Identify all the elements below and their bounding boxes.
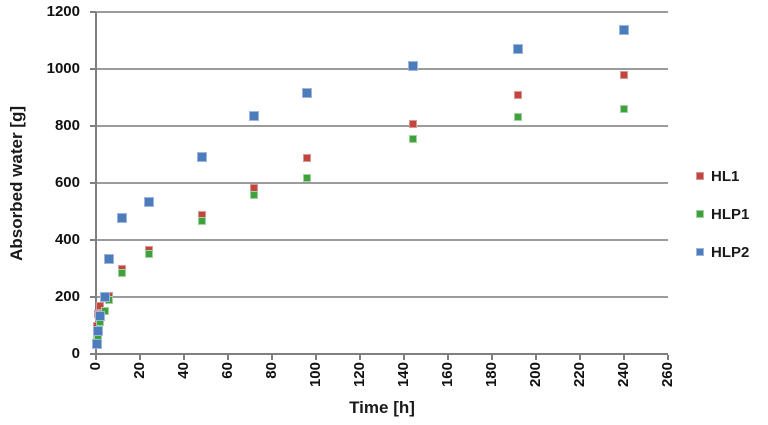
- data-point-hlp1: [250, 191, 259, 200]
- x-axis-title: Time [h]: [349, 398, 415, 417]
- data-point-hlp2: [99, 292, 110, 302]
- x-tick-mark: [271, 355, 273, 360]
- data-point-hlp2: [104, 253, 115, 264]
- x-tick-mark: [491, 355, 493, 360]
- y-tick-label: 600: [54, 174, 80, 191]
- x-tick-label: 140: [395, 362, 412, 388]
- y-tick-label: 1200: [46, 3, 80, 20]
- legend: HL1 HLP1 HLP2: [696, 168, 749, 282]
- y-tick-mark: [90, 68, 96, 70]
- data-point-hlp1: [144, 250, 153, 259]
- x-tick-label: 160: [439, 362, 456, 388]
- x-tick-mark: [579, 355, 581, 360]
- x-tick-mark: [139, 355, 141, 360]
- data-point-hlp2: [407, 60, 418, 71]
- y-tick-mark: [90, 353, 96, 355]
- x-tick-label: 20: [131, 362, 148, 379]
- x-tick-mark: [315, 355, 317, 360]
- data-point-hlp2: [302, 88, 313, 99]
- y-tick-label: 0: [71, 345, 80, 362]
- x-tick-label: 240: [615, 362, 632, 388]
- legend-marker-hlp2-icon: [696, 248, 704, 256]
- data-point-hl1: [514, 90, 523, 99]
- x-tick-label: 180: [483, 362, 500, 388]
- x-axis-line: [96, 353, 668, 355]
- x-tick-mark: [359, 355, 361, 360]
- legend-label-hlp1: HLP1: [711, 205, 750, 223]
- x-tick-label: 60: [219, 362, 236, 379]
- data-point-hlp2: [117, 212, 128, 223]
- x-tick-mark: [227, 355, 229, 360]
- y-tick-label: 800: [54, 117, 80, 134]
- y-tick-mark: [90, 11, 96, 13]
- y-tick-label: 400: [54, 231, 80, 248]
- data-point-hlp2: [513, 44, 524, 55]
- data-point-hlp1: [118, 268, 127, 277]
- y-tick-mark: [90, 125, 96, 127]
- data-point-hlp1: [408, 134, 417, 143]
- data-point-hlp2: [95, 310, 106, 321]
- data-point-hl1: [96, 301, 105, 310]
- x-tick-label: 220: [571, 362, 588, 388]
- x-tick-label: 80: [263, 362, 280, 379]
- x-tick-mark: [403, 355, 405, 360]
- gridline: [96, 296, 668, 298]
- legend-item-hl1: HL1: [696, 167, 749, 185]
- y-tick-label: 1000: [46, 60, 80, 77]
- data-point-hlp1: [303, 173, 312, 182]
- data-point-hlp2: [619, 24, 629, 35]
- x-tick-label: 40: [175, 362, 192, 379]
- gridline: [96, 182, 668, 184]
- y-tick-mark: [90, 296, 96, 298]
- data-point-hlp2: [196, 152, 207, 163]
- data-point-hlp2: [92, 339, 103, 350]
- x-tick-label: 100: [307, 362, 324, 388]
- data-point-hl1: [303, 153, 312, 162]
- x-tick-mark: [447, 355, 449, 360]
- x-tick-mark: [623, 355, 625, 360]
- data-point-hl1: [620, 70, 628, 79]
- x-tick-mark: [183, 355, 185, 360]
- data-point-hl1: [408, 119, 417, 128]
- gridline: [96, 68, 668, 70]
- gridline: [96, 239, 668, 241]
- legend-item-hlp1: HLP1: [696, 205, 750, 223]
- data-point-hlp2: [143, 196, 154, 207]
- x-tick-label: 200: [527, 362, 544, 388]
- x-tick-label: 120: [351, 362, 368, 388]
- y-tick-mark: [90, 239, 96, 241]
- y-tick-label: 200: [54, 288, 80, 305]
- x-tick-label: 260: [659, 362, 676, 388]
- legend-label-hlp2: HLP2: [711, 243, 750, 261]
- data-point-hlp2: [249, 111, 260, 122]
- x-tick-mark: [535, 355, 537, 360]
- legend-marker-hl1-icon: [696, 172, 704, 180]
- x-tick-label: 0: [87, 362, 104, 371]
- legend-label-hl1: HL1: [711, 167, 740, 185]
- x-tick-mark: [667, 355, 669, 360]
- data-point-hlp1: [620, 105, 628, 114]
- y-axis-line: [95, 12, 97, 358]
- legend-marker-hlp1-icon: [696, 210, 704, 218]
- gridline: [96, 125, 668, 127]
- data-point-hlp1: [197, 216, 206, 225]
- legend-item-hlp2: HLP2: [696, 243, 750, 261]
- gridline: [96, 11, 668, 13]
- data-point-hlp2: [93, 326, 104, 337]
- data-point-hlp1: [514, 113, 523, 122]
- x-tick-mark: [95, 355, 97, 360]
- y-tick-mark: [90, 182, 96, 184]
